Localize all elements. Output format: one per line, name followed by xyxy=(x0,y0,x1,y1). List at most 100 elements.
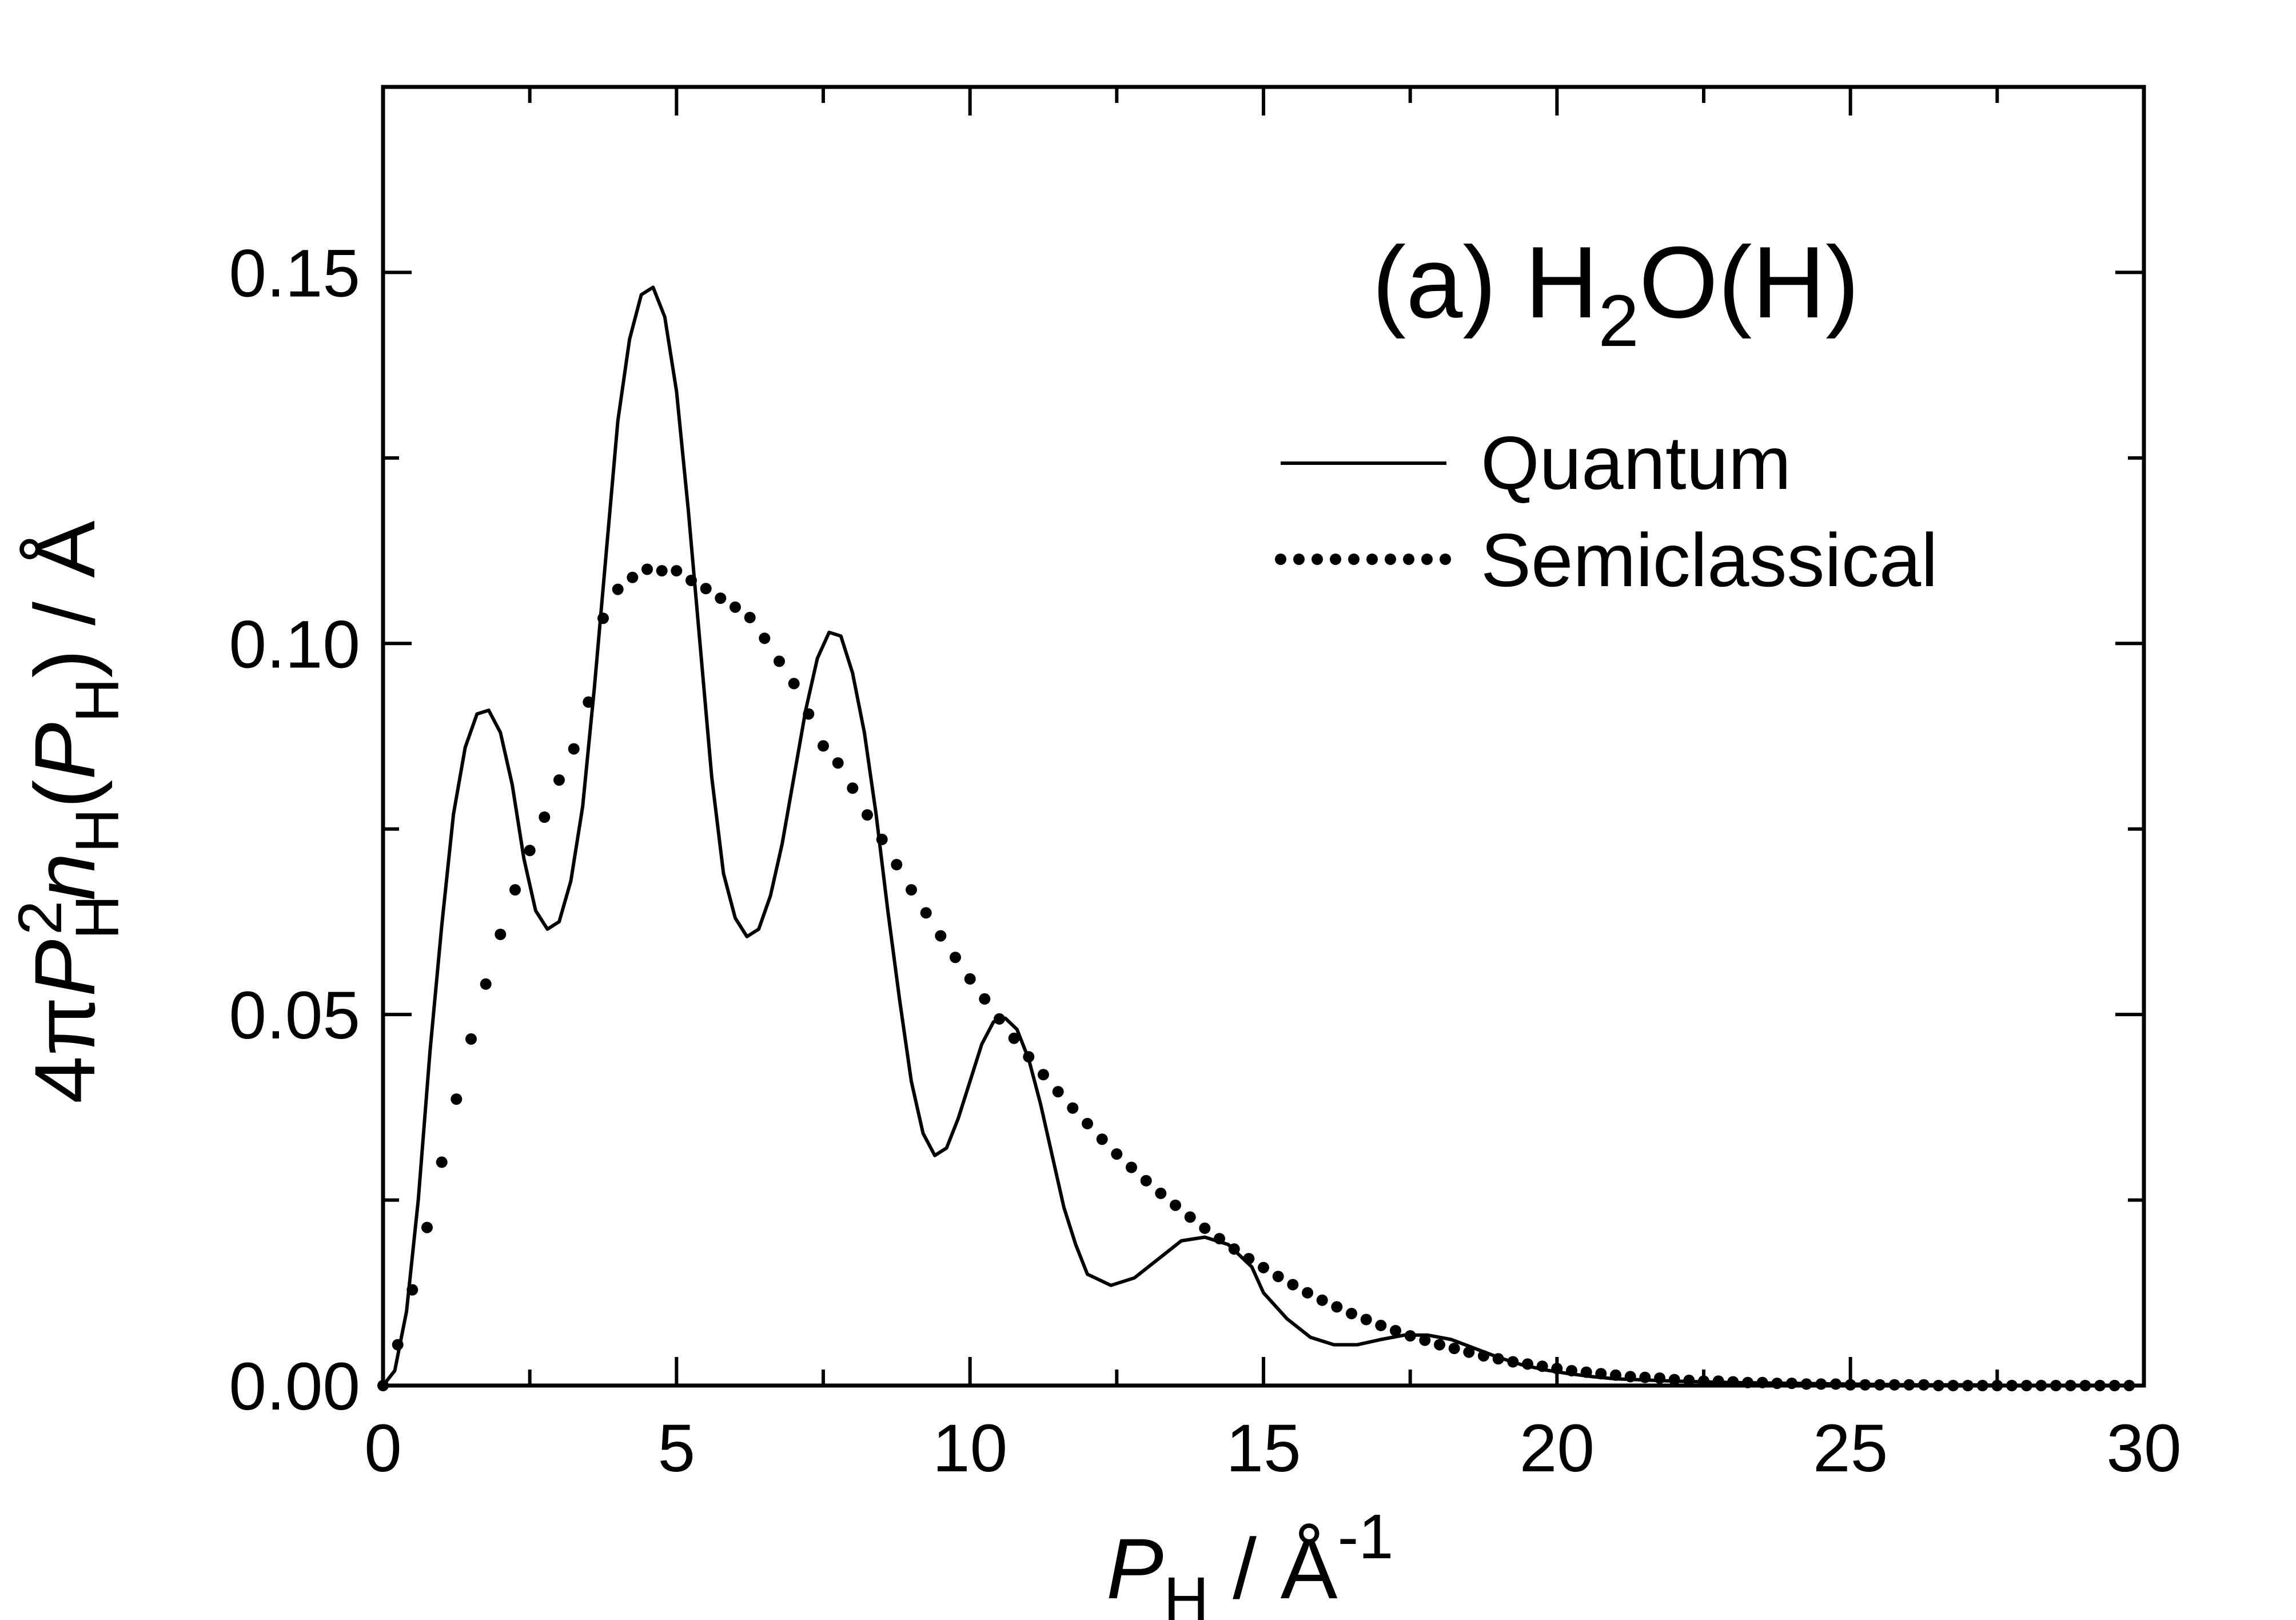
semiclassical-point xyxy=(1331,1301,1343,1313)
semiclassical-point xyxy=(1287,1279,1299,1291)
semiclassical-point xyxy=(832,757,844,769)
semiclassical-point xyxy=(1800,1378,1812,1390)
y-tick-label: 0.10 xyxy=(229,607,360,682)
semiclassical-point xyxy=(1947,1380,1959,1391)
x-tick-label: 25 xyxy=(1813,1411,1888,1486)
semiclassical-point xyxy=(524,845,536,857)
axis-ticks xyxy=(381,85,2146,1387)
semiclassical-point xyxy=(1844,1379,1856,1391)
semiclassical-point xyxy=(1023,1051,1035,1063)
semiclassical-point xyxy=(1830,1378,1841,1390)
semiclassical-point xyxy=(495,929,507,940)
semiclassical-point xyxy=(1008,1032,1020,1044)
semiclassical-point xyxy=(774,655,785,667)
semiclassical-point xyxy=(1038,1069,1049,1081)
axis-tick-labels: 0 5 10 15 20 25 30 0.00 0.05 0.10 0.15 xyxy=(229,236,2181,1486)
semiclassical-point xyxy=(1888,1379,1900,1391)
semiclassical-point xyxy=(2079,1380,2091,1391)
semiclassical-point xyxy=(979,993,991,1005)
semiclassical-point xyxy=(862,809,873,821)
semiclassical-point xyxy=(1903,1379,1915,1391)
semiclassical-point xyxy=(1962,1380,1974,1391)
semiclassical-point xyxy=(597,612,609,624)
semiclassical-point xyxy=(1419,1334,1431,1346)
semiclassical-point xyxy=(627,571,639,583)
semiclassical-point xyxy=(1492,1353,1504,1365)
semiclassical-point xyxy=(1756,1376,1768,1388)
semiclassical-point xyxy=(1316,1294,1328,1306)
semiclassical-point xyxy=(1067,1102,1079,1114)
semiclassical-point xyxy=(377,1380,389,1391)
semiclassical-point xyxy=(685,575,697,586)
semiclassical-point xyxy=(1478,1350,1489,1362)
semiclassical-point xyxy=(2050,1380,2062,1391)
semiclassical-point xyxy=(1874,1379,1886,1391)
semiclassical-point xyxy=(744,611,756,623)
semiclassical-point xyxy=(2035,1380,2047,1391)
semiclassical-point xyxy=(1140,1175,1152,1187)
semiclassical-point xyxy=(715,592,727,604)
semiclassical-point xyxy=(1551,1363,1563,1375)
semiclassical-point xyxy=(1991,1380,2003,1391)
semiclassical-point xyxy=(1199,1222,1211,1234)
semiclassical-point xyxy=(1375,1319,1387,1331)
legend-swatch-dot xyxy=(1348,554,1360,565)
semiclassical-point xyxy=(876,833,888,845)
semiclassical-point xyxy=(1624,1371,1636,1383)
semiclassical-point xyxy=(1712,1375,1724,1387)
semiclassical-point xyxy=(1360,1313,1372,1326)
semiclassical-point xyxy=(1170,1199,1181,1211)
legend-semiclassical-swatch xyxy=(1275,554,1451,565)
semiclassical-point xyxy=(539,811,551,823)
y-tick-label: 0.00 xyxy=(229,1349,360,1424)
semiclassical-point xyxy=(1727,1376,1739,1388)
semiclassical-point xyxy=(1668,1374,1680,1386)
semiclassical-point xyxy=(480,978,492,990)
x-tick-label: 5 xyxy=(658,1411,696,1486)
semiclassical-point xyxy=(964,973,976,985)
legend-swatch-dot xyxy=(1421,554,1433,565)
semiclassical-point xyxy=(1346,1308,1357,1320)
semiclassical-point xyxy=(1155,1187,1167,1199)
semiclassical-point xyxy=(1390,1325,1401,1336)
semiclassical-point xyxy=(1302,1287,1313,1299)
semiclassical-point xyxy=(935,930,947,942)
semiclassical-point xyxy=(421,1221,433,1233)
semiclassical-point xyxy=(1448,1343,1460,1355)
semiclassical-point xyxy=(1507,1356,1519,1368)
semiclassical-point xyxy=(1654,1372,1665,1384)
semiclassical-point xyxy=(891,859,903,870)
semiclassical-point xyxy=(1771,1378,1783,1390)
semiclassical-point xyxy=(1683,1374,1695,1386)
semiclassical-point xyxy=(1184,1211,1196,1223)
semiclassical-point xyxy=(1272,1271,1284,1283)
legend-swatch-dot xyxy=(1293,554,1305,565)
semiclassical-point xyxy=(906,884,917,896)
semiclassical-point xyxy=(1580,1366,1592,1378)
x-axis-title: PH / Å-1 xyxy=(1106,1502,1393,1620)
legend-swatch-dot xyxy=(1275,554,1286,565)
semiclassical-point xyxy=(406,1284,418,1296)
semiclassical-point xyxy=(2094,1380,2106,1391)
semiclassical-point xyxy=(1698,1375,1709,1387)
y-tick-label: 0.15 xyxy=(229,236,360,311)
semiclassical-point xyxy=(818,740,829,752)
semiclassical-point xyxy=(1434,1339,1445,1351)
semiclassical-point xyxy=(1918,1379,1930,1391)
semiclassical-point xyxy=(1052,1086,1064,1098)
legend-swatch-dot xyxy=(1403,554,1414,565)
semiclassical-point xyxy=(509,884,521,896)
semiclassical-point xyxy=(2020,1380,2032,1391)
y-axis-title: 4πPH2nH(PH) / Å xyxy=(5,520,131,1104)
semiclassical-point xyxy=(436,1156,448,1168)
semiclassical-point xyxy=(759,632,771,644)
semiclassical-point xyxy=(2006,1380,2018,1391)
semiclassical-point xyxy=(1595,1368,1607,1380)
semiclassical-point xyxy=(451,1093,463,1105)
y-tick-label: 0.05 xyxy=(229,978,360,1053)
semiclassical-point xyxy=(1096,1133,1108,1145)
x-tick-label: 20 xyxy=(1520,1411,1595,1486)
semiclassical-point xyxy=(1815,1378,1827,1390)
semiclassical-point xyxy=(788,678,800,690)
